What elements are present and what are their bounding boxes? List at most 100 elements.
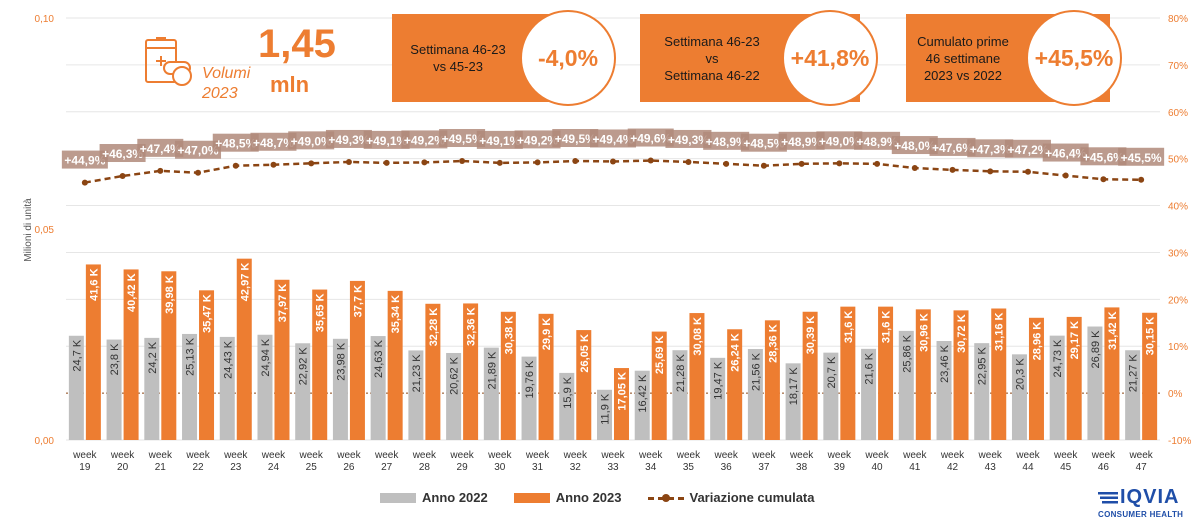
cumulative-point xyxy=(534,159,541,166)
bar-2022 xyxy=(483,347,499,440)
cumulative-label-text: +47,6% xyxy=(932,141,973,155)
cumulative-label: +48,9% xyxy=(778,131,825,150)
bar-2023 xyxy=(199,290,215,440)
bar-2022 xyxy=(1125,350,1141,440)
cumulative-label: +47,2% xyxy=(1004,139,1051,158)
cumulative-point xyxy=(421,159,428,166)
cumulative-label-text: +46,4% xyxy=(1045,147,1086,161)
x-tick-label: week 45 xyxy=(1053,450,1078,473)
kpi-label: Cumulato prime 46 settimane 2023 vs 2022 xyxy=(917,33,1009,83)
bar-2023 xyxy=(85,264,101,440)
y-tick-label: 0,10 xyxy=(35,14,55,25)
bar-2022 xyxy=(898,330,914,440)
volume-value: 1,45 xyxy=(258,22,336,66)
bar-label-2023: 39,98 K xyxy=(164,275,176,314)
bar-label-2022: 21,56 K xyxy=(750,352,762,391)
bar-label-2023: 30,39 K xyxy=(805,316,817,355)
bar-label-2022: 23,46 K xyxy=(939,344,951,383)
bar-label-2022: 23,8 K xyxy=(109,343,121,375)
bar-2022 xyxy=(974,343,990,440)
bar-label-2023: 37,7 K xyxy=(352,285,364,317)
bar-2023 xyxy=(576,330,592,440)
cumulative-label: +48,0% xyxy=(891,136,938,155)
bar-2022 xyxy=(861,348,877,440)
x-tick-label: week 21 xyxy=(148,450,173,473)
bar-2022 xyxy=(710,357,726,440)
y2-tick-label: 40% xyxy=(1168,202,1188,213)
kpi-label: Settimana 46-23 vs 45-23 xyxy=(410,42,506,74)
cumulative-label-bg xyxy=(401,130,448,149)
bar-label-2023: 35,47 K xyxy=(202,294,214,333)
bar-label-2022: 21,27 K xyxy=(1128,354,1140,393)
cumulative-label-text: +49,5% xyxy=(442,132,483,146)
cumulative-label-bg xyxy=(703,131,750,150)
cumulative-label-text: +48,7% xyxy=(253,136,294,150)
bar-label-2022: 19,76 K xyxy=(524,360,536,399)
y-tick-label: 0,00 xyxy=(35,436,55,447)
x-tick-label: week 30 xyxy=(487,450,512,473)
cumulative-line xyxy=(81,157,1145,186)
cumulative-label: +49,1% xyxy=(363,130,410,149)
bar-2023 xyxy=(463,303,479,440)
cumulative-label: +49,3% xyxy=(325,129,372,148)
bar-2023 xyxy=(312,289,328,440)
cumulative-label: +49,2% xyxy=(514,130,561,149)
cumulative-point xyxy=(987,168,994,175)
bar-label-2022: 24,2 K xyxy=(147,341,159,373)
cumulative-label-bg xyxy=(1118,147,1165,166)
legend-swatch xyxy=(513,492,550,503)
x-tick-label: week 26 xyxy=(336,450,361,473)
bar-2023 xyxy=(802,311,818,440)
bar-2023 xyxy=(538,313,554,440)
bar-2023 xyxy=(274,279,290,440)
cumulative-label-text: +47,4% xyxy=(140,142,181,156)
bar-2023 xyxy=(1066,316,1082,440)
bar-2022 xyxy=(106,339,122,440)
bar-label-2022: 24,63 K xyxy=(373,339,385,378)
x-tick-label: week 36 xyxy=(713,450,738,473)
bar-2022 xyxy=(672,350,688,440)
cumulative-label: +49,5% xyxy=(439,129,486,148)
y2-tick-label: 80% xyxy=(1168,14,1188,25)
legend-label: Anno 2022 xyxy=(422,490,488,505)
cumulative-point xyxy=(270,161,277,168)
bar-2022 xyxy=(408,350,424,440)
y-axis-title: Milioni di unità xyxy=(23,198,34,262)
bar-label-2022: 21,28 K xyxy=(675,354,687,393)
cumulative-label-bg xyxy=(778,131,825,150)
cumulative-label: +49,5% xyxy=(552,129,599,148)
bar-label-2022: 23,98 K xyxy=(335,342,347,381)
cumulative-label-bg xyxy=(137,138,184,157)
cumulative-label-text: +48,9% xyxy=(781,135,822,149)
bar-label-2022: 21,6 K xyxy=(864,352,876,384)
cumulative-point xyxy=(760,162,767,169)
bar-2022 xyxy=(597,389,612,440)
bar-label-2023: 30,72 K xyxy=(956,314,968,353)
bar-2022 xyxy=(68,335,84,440)
cumulative-label: +47,6% xyxy=(929,137,976,156)
bar-2023 xyxy=(1104,307,1120,440)
volume-unit: mln xyxy=(270,72,310,97)
cumulative-label-text: +48,0% xyxy=(894,139,935,153)
cumulative-point xyxy=(949,166,956,173)
bar-label-2023: 32,28 K xyxy=(428,308,440,347)
bar-label-2022: 21,23 K xyxy=(411,354,423,393)
bar-label-2022: 25,13 K xyxy=(185,337,197,376)
bar-label-2023: 26,05 K xyxy=(579,334,591,373)
bar-2022 xyxy=(559,372,575,440)
y2-tick-label: 30% xyxy=(1168,248,1188,259)
y-axis-right: -10% 0% 10% 20% 30% 40% 50% 60% 70% 80% xyxy=(1168,14,1191,447)
bar-label-2023: 30,08 K xyxy=(692,317,704,356)
legend-item-2023: Anno 2023 xyxy=(513,490,622,505)
bar-label-2022: 24,94 K xyxy=(260,338,272,377)
cumulative-label-bg xyxy=(627,128,674,147)
cumulative-label: +49,2% xyxy=(401,130,448,149)
cumulative-label-text: +47,3% xyxy=(970,142,1011,156)
bar-2023 xyxy=(1142,312,1158,440)
cumulative-labels: +44,9%+46,3%+47,4%+47,0%+48,5%+48,7%+49,… xyxy=(61,128,1165,169)
x-tick-label: week 47 xyxy=(1128,450,1153,473)
cumulative-label: +47,3% xyxy=(967,139,1014,158)
cumulative-label: +49,3% xyxy=(665,129,712,148)
bar-label-2022: 26,89 K xyxy=(1090,330,1102,369)
bar-label-2022: 20,7 K xyxy=(826,356,838,388)
